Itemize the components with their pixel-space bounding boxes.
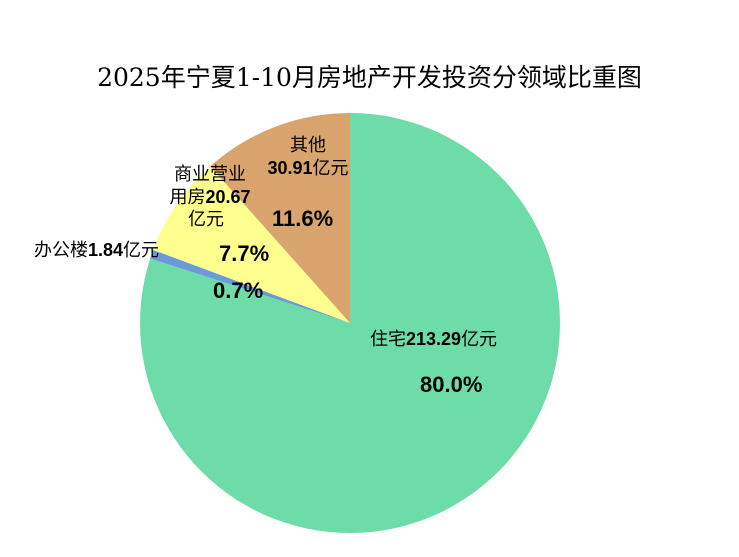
- slice-value: 1.84: [88, 240, 124, 260]
- pie-slice-1: [150, 249, 350, 323]
- chart-title: 2025年宁夏1-10月房地产开发投资分领域比重图: [97, 63, 642, 92]
- slice-name: 其他: [290, 135, 326, 156]
- percent-other: 11.6%: [272, 206, 334, 231]
- percent-commercial: 7.7%: [219, 241, 270, 266]
- label-residential: 住宅213.29亿元: [370, 328, 497, 351]
- slice-name: 住宅: [370, 329, 406, 350]
- slice-value: 30.91: [267, 158, 313, 178]
- slice-value: 213.29: [406, 329, 462, 349]
- percent-residential: 80.0%: [420, 372, 483, 397]
- unit: 亿元: [461, 329, 498, 350]
- slice-name-line1: 商业营业: [174, 164, 246, 185]
- slice-name-line2: 用房: [169, 187, 206, 208]
- label-other: 其他 30.91亿元: [258, 135, 358, 180]
- label-commercial: 商业营业 用房20.67 亿元: [160, 164, 260, 231]
- slice-value: 20.67: [205, 187, 251, 207]
- pie-slice-2: [153, 166, 350, 323]
- pie-slice-3: [210, 113, 350, 323]
- percent-office: 0.7%: [213, 278, 264, 303]
- unit: 亿元: [188, 209, 224, 230]
- slice-name: 办公楼: [34, 240, 88, 261]
- unit: 亿元: [312, 158, 349, 179]
- unit: 亿元: [123, 240, 160, 261]
- label-office: 办公楼1.84亿元: [34, 239, 159, 262]
